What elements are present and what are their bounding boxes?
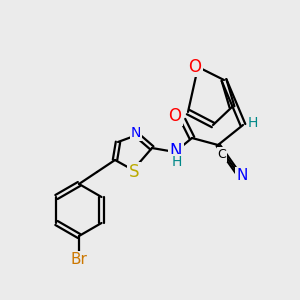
Text: C: C [218,148,226,160]
Text: N: N [236,169,248,184]
Text: S: S [129,163,139,181]
Text: H: H [248,116,258,130]
Text: H: H [172,155,182,169]
Text: N: N [131,126,141,140]
Text: N: N [170,142,182,160]
Text: Br: Br [70,253,87,268]
Text: O: O [169,107,182,125]
Text: O: O [188,58,202,76]
